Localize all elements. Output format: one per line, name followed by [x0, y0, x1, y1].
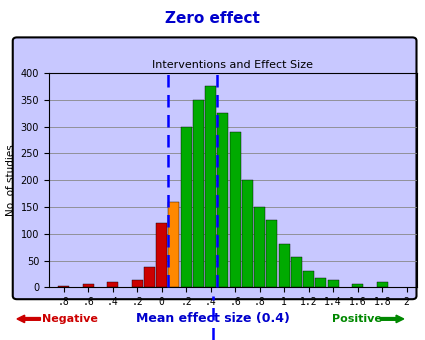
Text: Mean effect size (0.4): Mean effect size (0.4) — [136, 312, 289, 325]
Bar — [168, 202, 179, 287]
Bar — [328, 280, 339, 287]
Bar — [181, 126, 192, 287]
Bar — [291, 257, 302, 287]
Bar — [303, 271, 314, 287]
Bar — [156, 223, 167, 287]
Bar — [315, 278, 326, 287]
Bar — [144, 267, 155, 287]
Bar — [82, 284, 94, 287]
Bar — [193, 100, 204, 287]
Bar — [107, 282, 118, 287]
Text: Negative: Negative — [42, 314, 98, 324]
Bar — [377, 282, 388, 287]
Bar — [254, 207, 265, 287]
Text: Zero effect: Zero effect — [165, 11, 260, 26]
Y-axis label: No. of studies: No. of studies — [6, 144, 16, 216]
Bar — [58, 286, 69, 287]
Bar — [217, 113, 228, 287]
Bar — [205, 86, 216, 287]
Bar — [242, 180, 253, 287]
Bar — [352, 284, 363, 287]
Title: Interventions and Effect Size: Interventions and Effect Size — [152, 59, 313, 70]
Text: Positive: Positive — [332, 314, 382, 324]
Bar — [266, 220, 278, 287]
Bar — [132, 280, 143, 287]
Bar — [230, 132, 241, 287]
Bar — [279, 244, 290, 287]
